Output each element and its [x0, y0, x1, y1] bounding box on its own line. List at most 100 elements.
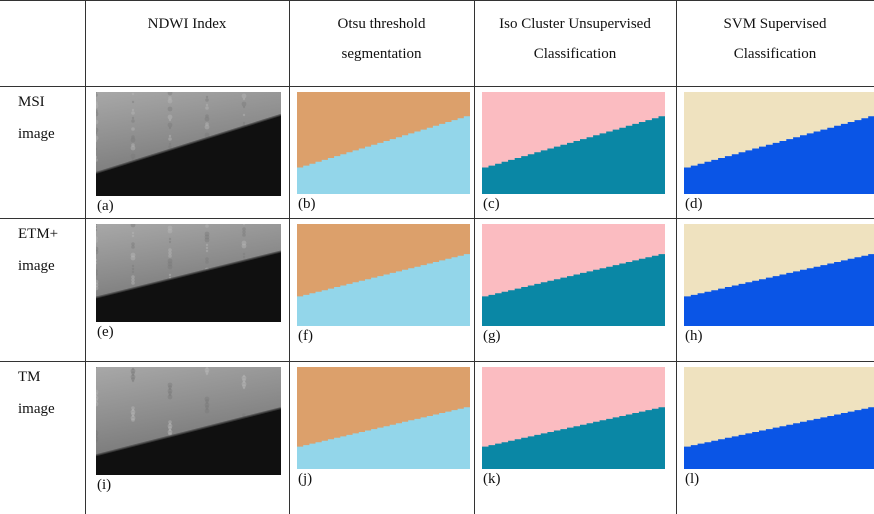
column-header-line: Otsu threshold — [337, 16, 426, 32]
water-class — [297, 114, 470, 194]
texture-speck — [131, 264, 135, 268]
texture-speck — [205, 370, 209, 374]
panel-svg — [684, 367, 874, 469]
texture-speck — [131, 406, 135, 410]
water-class — [482, 405, 665, 469]
otsu-map — [297, 367, 470, 469]
texture-speck — [204, 237, 210, 243]
row-label-line: TM — [18, 369, 41, 385]
texture-speck — [130, 415, 136, 421]
texture-speck — [168, 251, 172, 255]
texture-speck — [94, 131, 98, 135]
texture-speck — [167, 394, 173, 400]
texture-speck — [168, 273, 172, 277]
texture-speck — [167, 388, 173, 394]
ndwi-image — [93, 90, 282, 196]
column-header: NDWI Index — [85, 9, 289, 39]
texture-speck — [94, 93, 98, 97]
panel-svg — [93, 222, 282, 322]
texture-speck — [205, 224, 209, 228]
texture-speck — [131, 281, 135, 285]
texture-speck — [167, 258, 173, 264]
panel-svg — [297, 92, 470, 194]
column-divider — [289, 0, 290, 514]
texture-speck — [168, 134, 172, 138]
row-divider — [0, 218, 874, 219]
texture-speck — [205, 246, 209, 250]
texture-speck — [242, 230, 246, 234]
ndwi-image — [93, 222, 282, 322]
panel-caption: (c) — [483, 196, 500, 212]
texture-speck — [130, 255, 136, 261]
panel-caption: (b) — [298, 196, 316, 212]
row-label-line: image — [18, 258, 55, 274]
texture-speck — [242, 255, 246, 259]
texture-speck — [167, 228, 173, 234]
texture-speck — [168, 428, 172, 432]
row-divider — [0, 86, 874, 87]
texture-speck — [94, 109, 98, 113]
panel-caption: (j) — [298, 471, 313, 487]
texture-speck — [131, 111, 135, 115]
texture-speck — [205, 106, 209, 110]
texture-speck — [94, 433, 98, 437]
water-class — [684, 407, 874, 469]
texture-speck — [168, 391, 172, 395]
texture-speck — [94, 222, 98, 226]
texture-speck — [131, 278, 135, 282]
texture-speck — [168, 137, 172, 141]
texture-speck — [205, 399, 209, 403]
texture-speck — [131, 418, 135, 422]
water-class — [482, 252, 665, 326]
texture-speck — [242, 113, 246, 117]
texture-speck — [94, 139, 98, 143]
texture-speck — [168, 420, 172, 424]
texture-speck — [94, 236, 98, 240]
panel-caption: (g) — [483, 328, 501, 344]
column-header-line: Iso Cluster Unsupervised — [499, 16, 651, 32]
panel-caption: (f) — [298, 328, 313, 344]
texture-speck — [94, 400, 98, 404]
iso-cluster-map — [482, 367, 665, 469]
row-divider — [0, 0, 874, 1]
texture-speck — [167, 114, 173, 120]
texture-speck — [168, 96, 172, 100]
texture-speck — [94, 429, 98, 433]
texture-speck — [168, 248, 172, 252]
panel-svg — [684, 92, 874, 194]
texture-speck — [167, 261, 173, 267]
texture-speck — [131, 157, 135, 161]
texture-speck — [94, 101, 98, 105]
texture-speck — [241, 93, 247, 99]
texture-speck — [205, 243, 209, 247]
svm-map — [684, 224, 874, 326]
panel-caption: (i) — [97, 477, 112, 493]
texture-speck — [131, 108, 135, 112]
texture-speck — [242, 121, 246, 125]
column-header: SVM Supervised Classification — [676, 9, 874, 69]
texture-speck — [167, 423, 173, 429]
column-header-line: segmentation — [341, 46, 422, 62]
texture-speck — [130, 153, 136, 159]
water-area — [96, 408, 281, 475]
texture-speck — [205, 260, 209, 264]
texture-speck — [204, 124, 210, 130]
texture-speck — [167, 122, 173, 128]
texture-speck — [131, 377, 135, 381]
row-label: MSI image — [18, 86, 55, 150]
texture-speck — [131, 92, 135, 96]
texture-speck — [131, 143, 135, 147]
texture-speck — [131, 275, 135, 279]
shoreline — [95, 113, 282, 174]
texture-speck — [204, 132, 210, 138]
texture-speck — [168, 142, 172, 146]
texture-speck — [94, 394, 98, 398]
row-label-line: image — [18, 126, 55, 142]
texture-speck — [131, 116, 135, 120]
texture-speck — [94, 225, 98, 229]
texture-speck — [94, 269, 98, 273]
texture-speck — [168, 387, 172, 391]
texture-speck — [131, 100, 135, 104]
texture-speck — [167, 225, 173, 231]
column-header: Otsu threshold segmentation — [289, 9, 474, 69]
